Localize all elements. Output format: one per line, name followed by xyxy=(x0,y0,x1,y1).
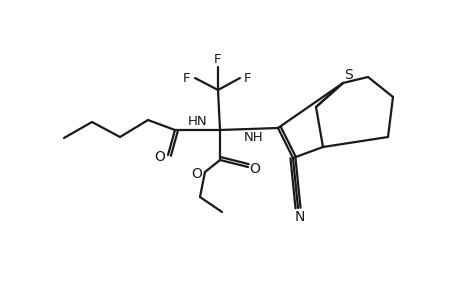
Text: NH: NH xyxy=(244,130,263,143)
Text: O: O xyxy=(191,167,202,181)
Text: F: F xyxy=(244,71,251,85)
Text: S: S xyxy=(344,68,353,82)
Text: N: N xyxy=(294,210,304,224)
Text: F: F xyxy=(183,71,190,85)
Text: O: O xyxy=(249,162,260,176)
Text: HN: HN xyxy=(187,115,207,128)
Text: O: O xyxy=(154,150,165,164)
Text: F: F xyxy=(214,52,221,65)
